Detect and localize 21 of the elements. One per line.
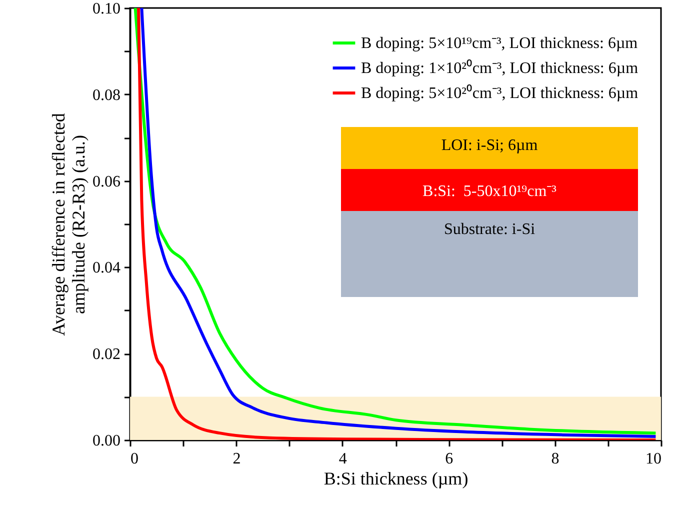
y-tick-label: 0.08 [92,86,120,104]
y-tick-label: 0.10 [92,0,120,18]
y-tick-label: 0.06 [92,173,120,190]
y-tick-label: 0.00 [92,432,120,450]
layer-stack-diagram: LOI: i-Si; 6µm B:Si: 5-50x10¹⁹cm⁻³ Substrate: i-Si [341,127,638,297]
x-tick-label: 0 [130,450,138,468]
x-tick-label: 10 [646,450,662,468]
x-tick-label: 8 [551,450,560,468]
annotation: B:Si: 5-50x10¹⁹cm⁻³ [341,169,638,211]
y-tick-label: 0.02 [92,346,120,364]
legend-label: B doping: 1×10²⁰cm⁻³, LOI thickness: 6µm [361,59,639,77]
x-tick-label: 6 [445,450,454,468]
x-axis-title: B:Si thickness (µm) [324,468,468,488]
y-axis-title: Average difference in reflected amplitude (R2-R3) (a.u.) [48,113,88,336]
x-tick-label: 2 [232,450,241,468]
annotation: Substrate: i-Si [341,211,638,297]
legend-label: B doping: 5×10¹⁹cm⁻³, LOI thickness: 6µm [361,35,638,52]
annotation: LOI: i-Si; 6µm [341,127,638,169]
x-tick-label: 4 [338,450,347,468]
legend-label: B doping: 5×10²⁰cm⁻³, LOI thickness: 6µm [361,84,639,102]
y-tick-label: 0.04 [92,260,120,277]
